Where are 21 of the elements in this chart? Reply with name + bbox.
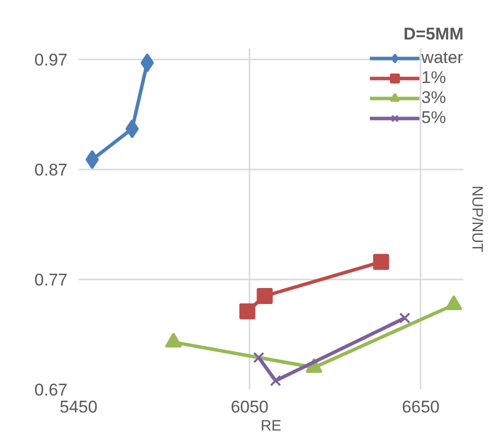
y-tick-label: 0.97	[34, 50, 68, 70]
point	[239, 303, 256, 320]
point	[253, 352, 264, 364]
legend-label: water	[421, 48, 463, 68]
point	[373, 254, 390, 270]
x-tick-label: 6650	[402, 398, 440, 416]
x-tick-label: 6050	[230, 398, 269, 416]
point	[270, 375, 282, 386]
legend-label: 1%	[421, 68, 446, 88]
y-tick-label: 0.77	[34, 270, 68, 290]
x-tick-label: 5450	[60, 398, 98, 416]
point	[256, 288, 273, 304]
legend-label: 5%	[421, 108, 446, 128]
x-axis-title: RE	[260, 418, 282, 434]
y-tick-label: 0.87	[34, 160, 68, 180]
point	[125, 119, 139, 138]
y-tick-label: 0.67	[34, 380, 68, 400]
point	[399, 312, 410, 324]
legend-label: 3%	[421, 88, 446, 108]
y-axis-title: NUP/NUT	[468, 186, 486, 252]
text: D=5MM	[404, 24, 464, 44]
